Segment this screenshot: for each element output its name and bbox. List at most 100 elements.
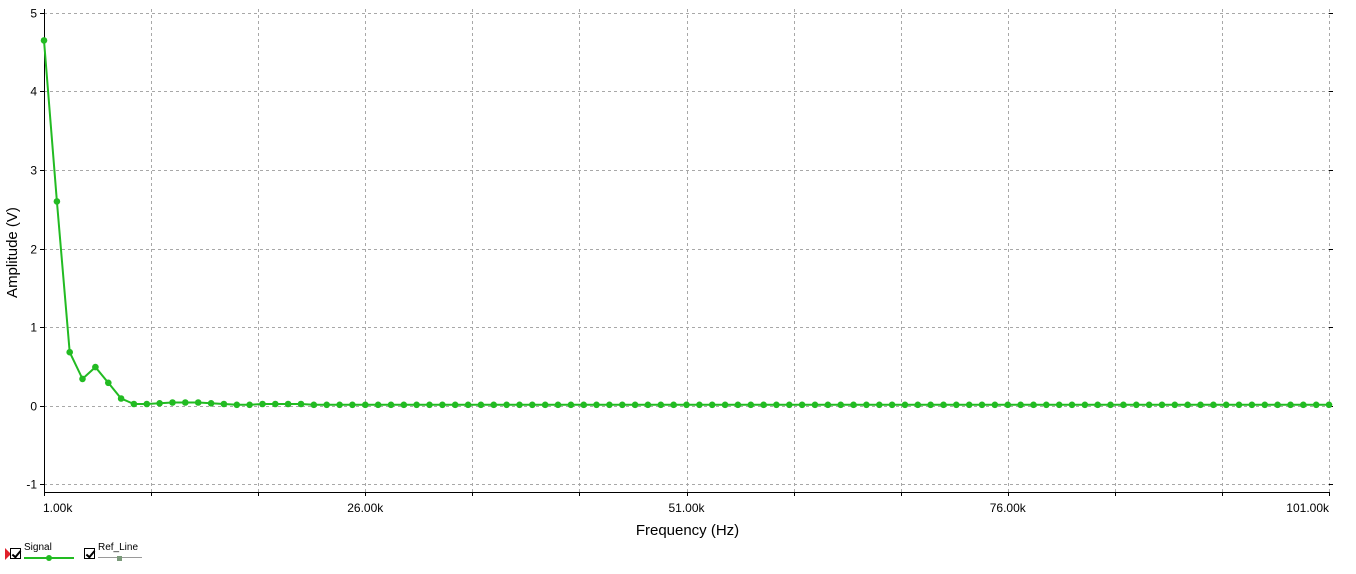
data-point xyxy=(850,401,857,409)
data-point xyxy=(991,401,999,409)
data-point xyxy=(863,401,870,409)
data-point xyxy=(773,401,780,409)
data-point xyxy=(747,401,755,409)
y-tick-label: 4 xyxy=(30,85,37,99)
legend-item-ref-line[interactable]: Ref_Line xyxy=(84,540,164,570)
data-point xyxy=(413,401,420,409)
data-point xyxy=(1171,401,1179,409)
x-axis-ticks: 1.00k 26.00k 51.00k 76.00k 101.00k xyxy=(43,492,1330,515)
data-point xyxy=(464,401,472,409)
data-point xyxy=(1145,401,1153,409)
x-tick-label: 26.00k xyxy=(347,501,384,515)
data-point xyxy=(1184,401,1191,409)
data-point xyxy=(631,401,639,409)
data-point xyxy=(721,401,729,409)
data-point xyxy=(965,401,973,409)
x-tick-label: 1.00k xyxy=(43,501,73,515)
data-point xyxy=(207,400,215,407)
data-point xyxy=(1120,401,1127,409)
signal-checkbox[interactable] xyxy=(10,548,21,559)
data-point xyxy=(503,401,510,409)
ref-line-checkbox[interactable] xyxy=(84,548,95,559)
data-point xyxy=(1158,401,1166,409)
data-point xyxy=(593,401,600,409)
data-point xyxy=(387,401,395,409)
data-point xyxy=(541,401,549,409)
x-tick-label: 101.00k xyxy=(1286,501,1330,515)
data-point xyxy=(683,401,690,409)
data-point xyxy=(619,401,626,409)
data-point xyxy=(246,401,253,409)
legend-selection-pointer-icon xyxy=(5,548,11,560)
data-point xyxy=(670,401,677,409)
data-point xyxy=(1004,401,1012,409)
data-point xyxy=(297,400,305,408)
data-point xyxy=(490,401,498,409)
data-point xyxy=(53,198,61,205)
x-tick-label: 51.00k xyxy=(668,501,705,515)
legend-label-signal: Signal xyxy=(24,542,52,553)
data-point xyxy=(516,401,523,409)
data-point xyxy=(233,401,241,409)
data-point xyxy=(1274,401,1281,409)
y-axis-ticks: -1 0 1 2 3 4 5 xyxy=(26,7,44,492)
legend-marker-ref-line xyxy=(117,556,122,561)
series-signal xyxy=(40,37,1333,409)
data-point xyxy=(953,401,960,409)
data-point xyxy=(182,399,189,406)
data-point xyxy=(1043,401,1050,409)
data-point xyxy=(1248,401,1256,409)
data-point xyxy=(657,401,665,409)
data-point xyxy=(554,401,562,409)
data-point xyxy=(66,348,73,356)
legend-marker-signal xyxy=(46,555,52,561)
data-point xyxy=(1235,401,1243,409)
data-point xyxy=(837,401,844,409)
data-point xyxy=(606,401,613,409)
y-axis-label: Amplitude (V) xyxy=(4,207,21,298)
data-point xyxy=(1287,401,1294,409)
data-point xyxy=(1068,401,1076,409)
data-point xyxy=(708,401,716,409)
data-point xyxy=(1107,401,1114,409)
data-point xyxy=(901,401,909,409)
data-point xyxy=(374,401,382,409)
x-axis-label: Frequency (Hz) xyxy=(636,522,739,539)
data-point xyxy=(824,401,832,409)
data-point xyxy=(1094,401,1101,409)
data-point xyxy=(1300,401,1307,409)
data-point xyxy=(92,363,99,371)
data-point xyxy=(876,401,883,409)
data-point xyxy=(978,401,986,409)
y-tick-label: 0 xyxy=(30,400,37,414)
data-point xyxy=(272,400,279,408)
data-point xyxy=(79,375,86,383)
data-point xyxy=(117,395,125,402)
legend-item-signal[interactable]: Signal xyxy=(10,540,90,570)
data-point xyxy=(477,401,485,409)
x-tick-label: 76.00k xyxy=(990,501,1027,515)
data-point xyxy=(529,401,536,409)
data-point xyxy=(169,399,176,406)
data-point xyxy=(567,401,575,409)
data-point xyxy=(40,37,48,44)
data-point xyxy=(400,401,408,409)
data-point xyxy=(323,401,331,409)
y-tick-label: 1 xyxy=(30,321,37,335)
y-tick-label: 5 xyxy=(30,7,37,21)
data-point xyxy=(1312,401,1320,409)
data-point xyxy=(1133,401,1140,409)
data-point xyxy=(1030,401,1037,409)
data-point xyxy=(644,401,652,409)
y-tick-label: -1 xyxy=(26,478,37,492)
data-point xyxy=(1017,401,1024,409)
data-point xyxy=(1261,401,1269,409)
data-point xyxy=(336,401,343,409)
data-point xyxy=(349,401,356,409)
data-point xyxy=(811,401,819,409)
data-point xyxy=(362,401,369,409)
data-point xyxy=(156,400,163,407)
data-point xyxy=(1055,401,1063,409)
data-point xyxy=(760,401,767,409)
